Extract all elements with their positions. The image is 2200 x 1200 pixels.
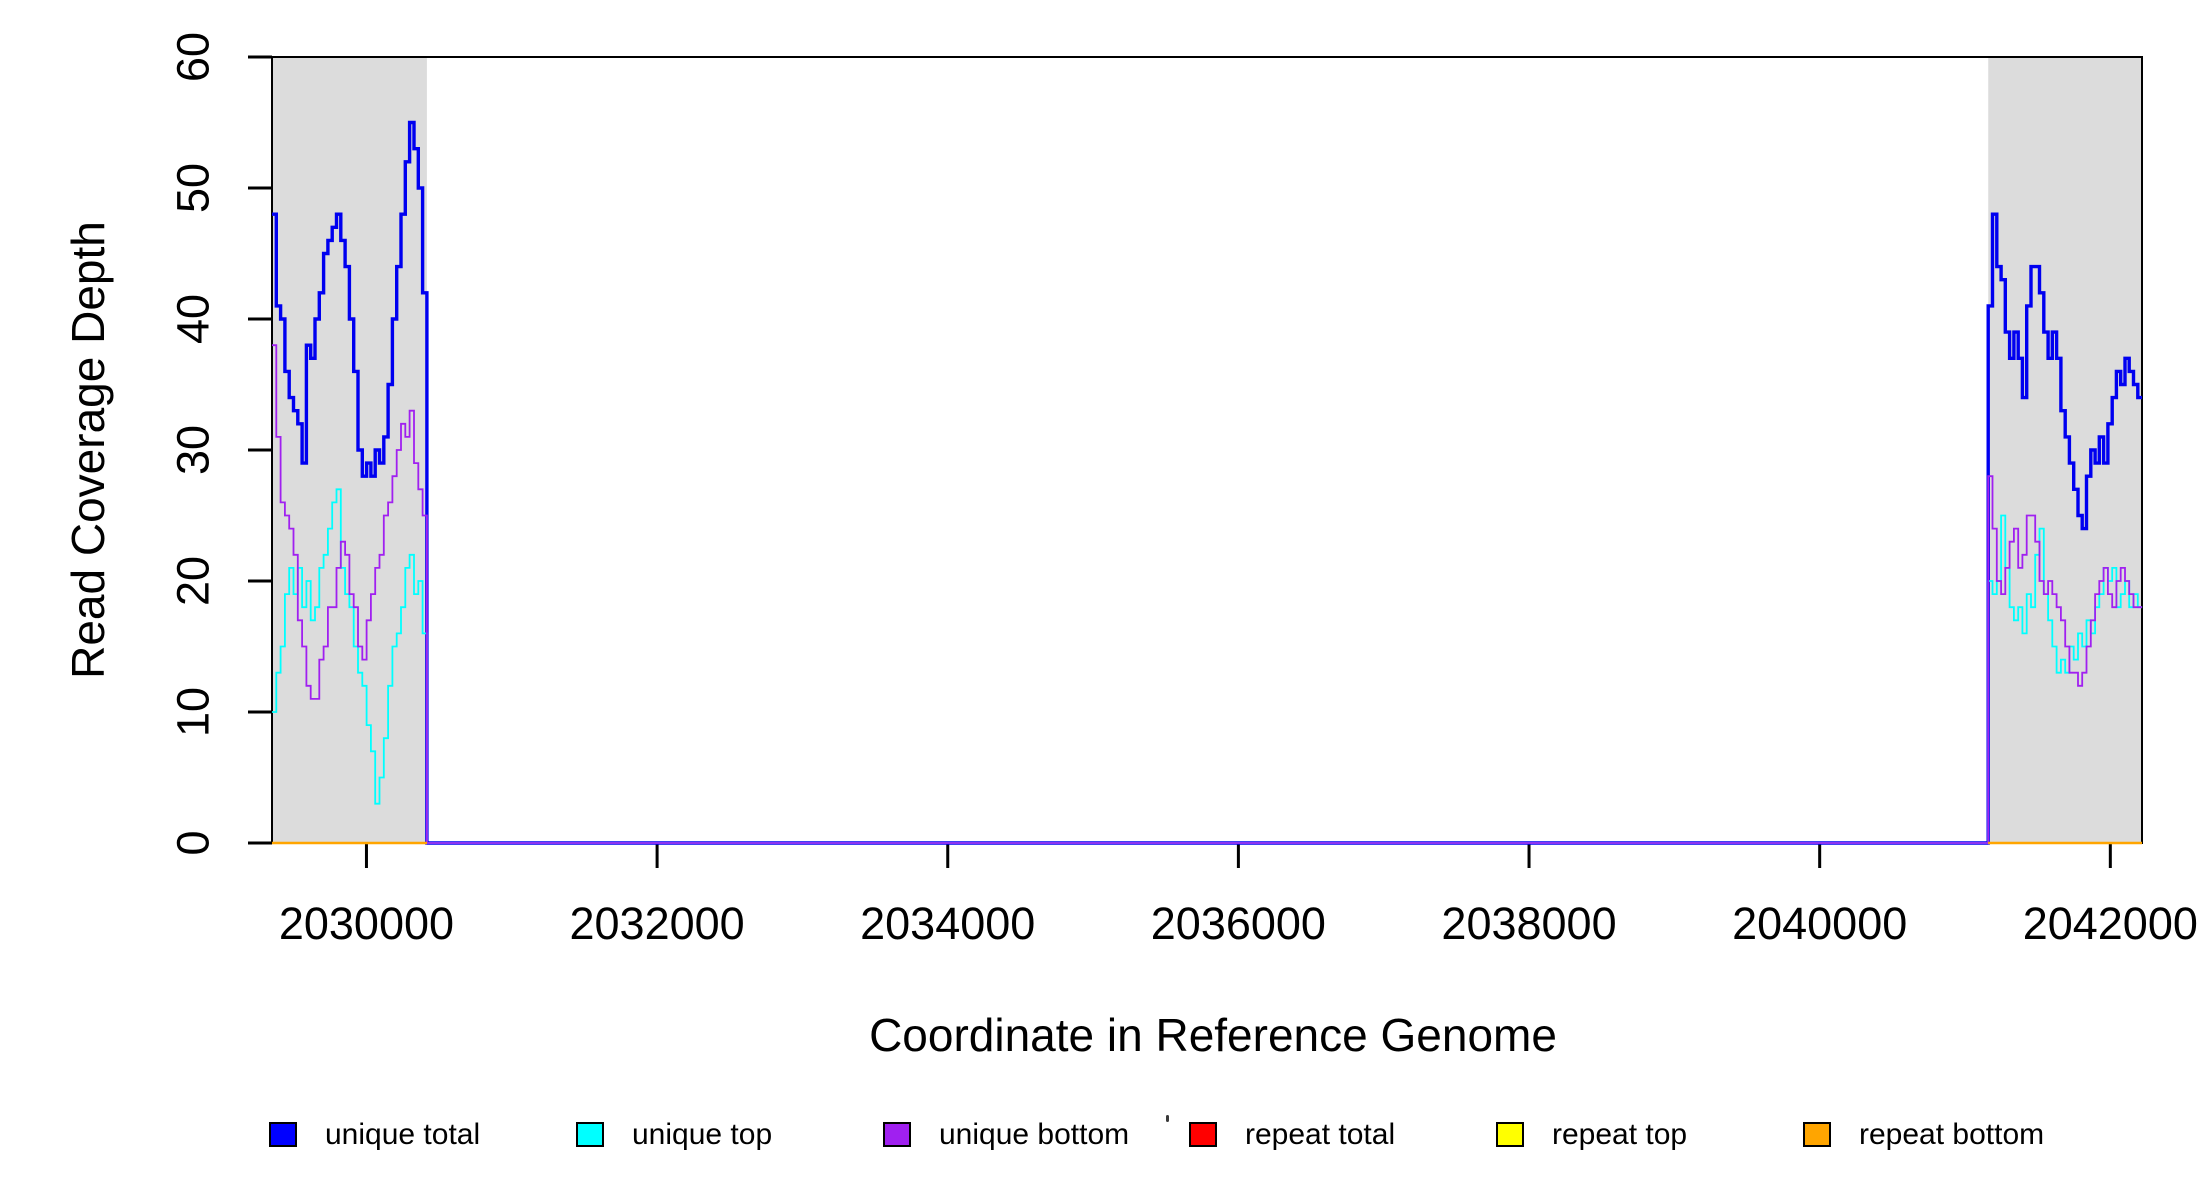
legend-label: unique total	[325, 1117, 481, 1151]
series-unique-top	[272, 488, 2143, 844]
y-tick-label: 0	[167, 830, 219, 856]
legend-swatch	[576, 1122, 604, 1147]
y-axis-title: Read Coverage Depth	[62, 221, 114, 679]
series-unique-bottom	[272, 344, 2143, 844]
legend-label: unique top	[632, 1117, 773, 1151]
x-tick-label: 2040000	[1732, 898, 1908, 949]
y-tick-label: 10	[167, 686, 219, 738]
legend-item-repeat-top: repeat top	[1496, 1117, 1688, 1151]
legend-item-repeat-bottom: repeat bottom	[1803, 1117, 2045, 1151]
x-tick-label: 2042000	[2022, 898, 2198, 949]
x-tick-label: 2034000	[860, 898, 1036, 949]
legend-swatch	[269, 1122, 297, 1147]
legend-swatch	[1803, 1122, 1831, 1147]
stray-mark	[1166, 1115, 1169, 1122]
x-tick-label: 2030000	[278, 898, 455, 949]
legend-label: unique bottom	[939, 1117, 1130, 1151]
legend-label: repeat top	[1552, 1117, 1688, 1151]
legend-label: repeat total	[1245, 1117, 1396, 1151]
y-tick-label: 50	[167, 162, 219, 214]
plot-box	[271, 56, 2143, 844]
legend-swatch	[1189, 1122, 1217, 1147]
legend-label: repeat bottom	[1859, 1117, 2045, 1151]
legend-item-repeat-total: repeat total	[1189, 1117, 1396, 1151]
legend-swatch	[883, 1122, 911, 1147]
x-tick-label: 2036000	[1150, 898, 1326, 949]
y-tick-label: 60	[167, 31, 219, 83]
x-tick-label: 2038000	[1441, 898, 1617, 949]
y-tick-label: 40	[167, 293, 219, 345]
series-unique-total	[272, 120, 2143, 845]
legend-item-unique-bottom: unique bottom	[883, 1117, 1130, 1151]
legend-item-unique-top: unique top	[576, 1117, 773, 1151]
legend-item-unique-total: unique total	[269, 1117, 481, 1151]
x-axis-title: Coordinate in Reference Genome	[869, 1009, 1557, 1061]
x-tick-label: 2032000	[569, 898, 745, 949]
y-tick-label: 30	[167, 424, 219, 476]
y-tick-label: 20	[167, 555, 219, 607]
shaded-repeat-region	[1988, 57, 2142, 843]
legend-swatch	[1496, 1122, 1524, 1147]
